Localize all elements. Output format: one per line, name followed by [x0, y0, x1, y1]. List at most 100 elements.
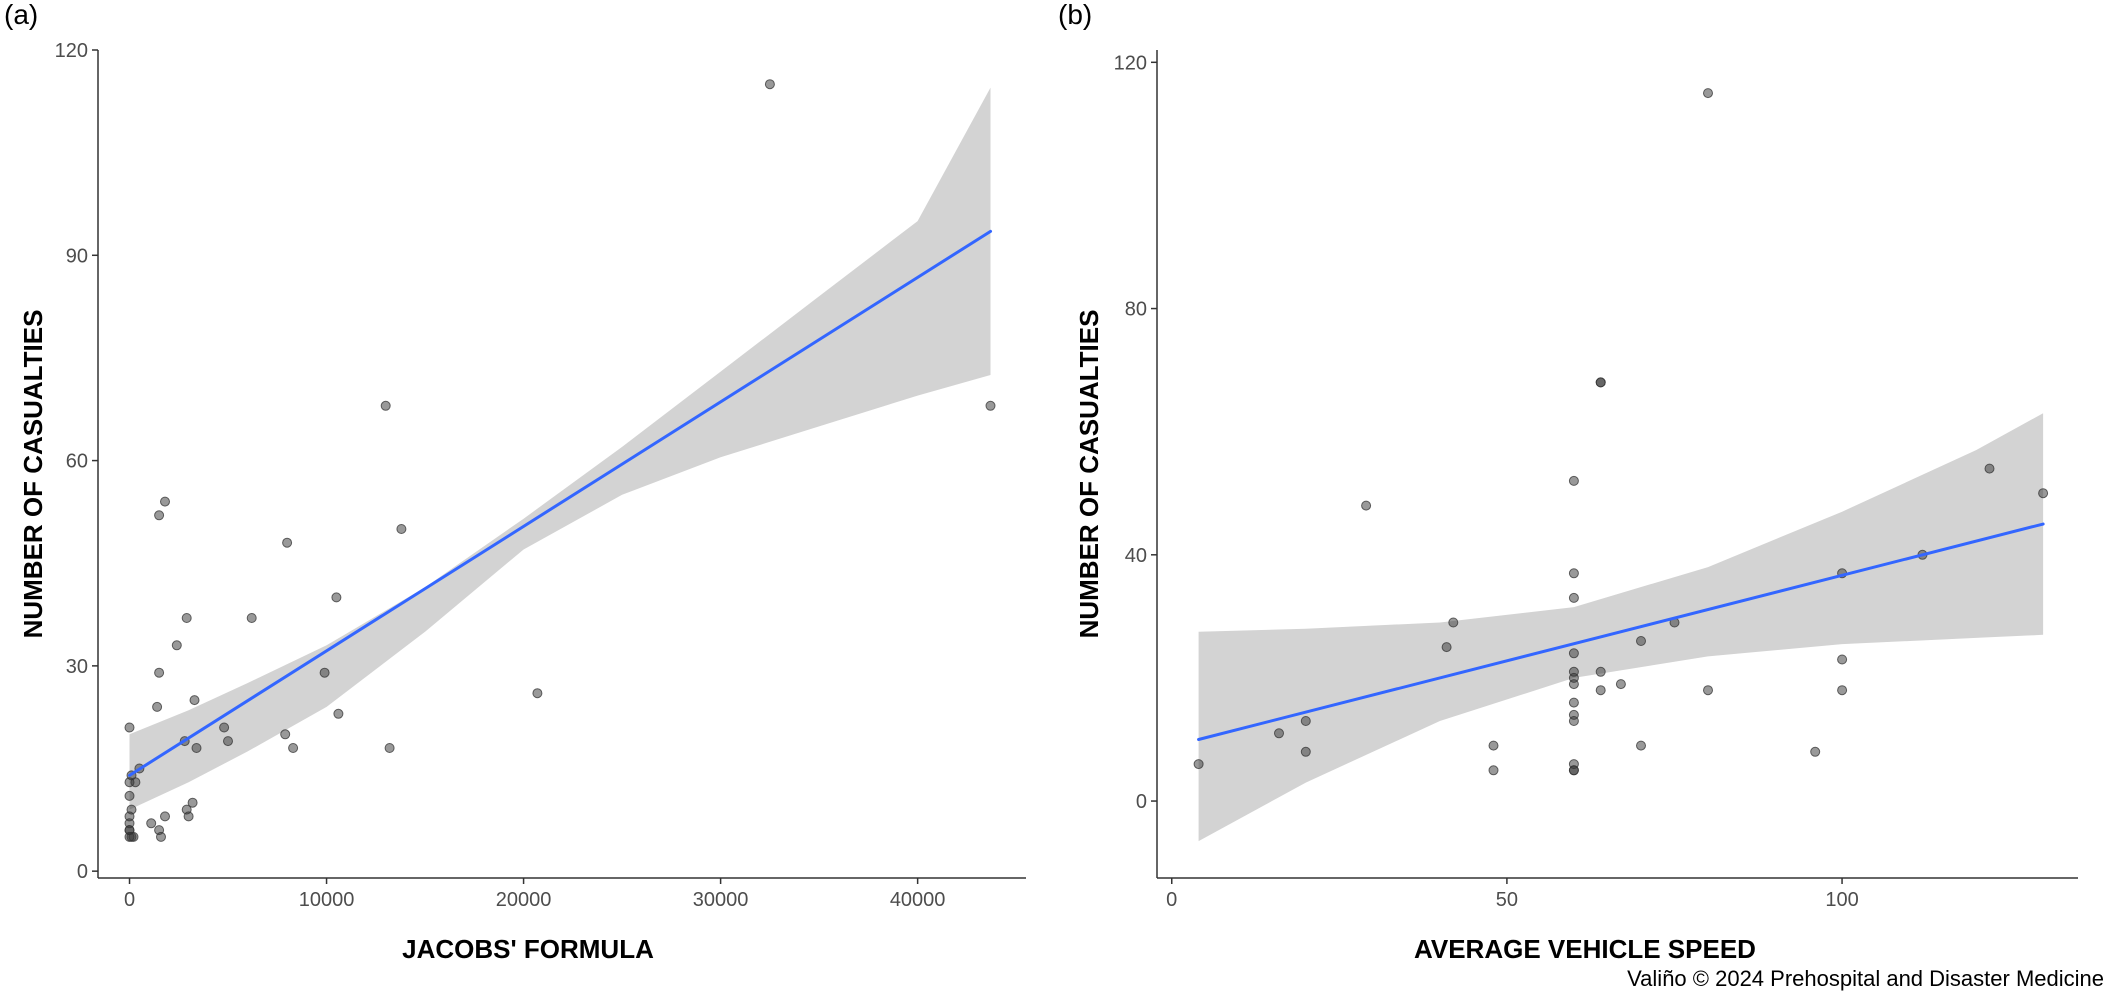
x-axis-title: JACOBS' FORMULA — [402, 934, 654, 964]
data-point — [532, 688, 543, 699]
data-point — [282, 537, 293, 548]
x-tick-label: 40000 — [890, 889, 946, 911]
data-point — [1636, 740, 1646, 751]
panel-a-label: (a) — [4, 0, 38, 30]
x-axis-title: AVERAGE VEHICLE SPEED — [1414, 934, 1756, 964]
data-point — [171, 640, 182, 651]
data-point — [1568, 475, 1579, 486]
y-tick-label: 80 — [1125, 299, 1147, 321]
y-tick-label: 0 — [77, 861, 88, 883]
data-point — [219, 722, 230, 733]
x-tick-label: 20000 — [496, 889, 552, 911]
data-point — [1274, 728, 1284, 739]
x-tick-label: 0 — [124, 889, 135, 911]
data-point — [1837, 685, 1848, 696]
data-point — [1448, 617, 1459, 628]
data-point — [246, 613, 257, 623]
fit-line — [128, 229, 993, 777]
x-tick-label: 100 — [1825, 889, 1858, 911]
data-point — [1193, 759, 1204, 770]
y-tick-label: 60 — [66, 451, 88, 473]
data-point — [288, 743, 299, 753]
data-point — [2038, 488, 2049, 499]
data-point — [319, 667, 330, 678]
x-axis-ticks: 0 50 100 — [1166, 878, 1859, 911]
data-point — [1810, 746, 1821, 757]
data-point — [191, 743, 202, 753]
data-point — [126, 831, 137, 842]
data-point — [152, 701, 163, 712]
data-point — [1984, 463, 1995, 474]
copyright-credit: Valiño © 2024 Prehospital and Disaster M… — [1627, 966, 2104, 991]
y-tick-label: 40 — [1125, 545, 1147, 567]
data-point — [1568, 568, 1579, 579]
data-point — [764, 79, 775, 90]
panel-b-label: (b) — [1058, 0, 1092, 30]
regression-line — [128, 229, 993, 777]
y-tick-label: 120 — [1114, 52, 1147, 74]
data-point — [183, 811, 194, 822]
y-axis-title: NUMBER OF CASUALTIES — [18, 310, 48, 639]
confidence-band — [129, 87, 991, 810]
data-point — [1568, 765, 1579, 776]
confidence-band — [1198, 413, 2044, 842]
data-point — [985, 400, 996, 411]
data-point — [280, 729, 291, 740]
data-point — [1488, 765, 1499, 776]
data-point — [223, 736, 233, 747]
data-points — [124, 79, 996, 842]
data-point — [1488, 740, 1499, 751]
data-point — [1595, 666, 1606, 677]
data-point — [1703, 88, 1713, 99]
panel-a-jacobs-formula: (a) 0 30 60 90 120 0 10000 20000 30000 40000 JAC… — [4, 0, 1026, 964]
data-points — [1193, 88, 2049, 776]
panel-b-vehicle-speed: (b) 0 40 80 120 0 50 100 AVERAGE VEHICLE SPEE… — [1058, 0, 2078, 964]
data-point — [1361, 500, 1372, 511]
data-point — [1300, 746, 1311, 757]
data-point — [1595, 377, 1606, 388]
data-point — [1837, 654, 1848, 665]
y-axis-ticks: 0 40 80 120 — [1114, 52, 1157, 813]
data-point — [1636, 636, 1646, 646]
data-point — [181, 613, 192, 623]
data-point — [160, 496, 170, 507]
data-point — [1300, 716, 1311, 726]
axes — [97, 50, 1026, 879]
data-point — [1568, 592, 1579, 603]
confidence-ribbon — [129, 87, 991, 810]
y-axis-title: NUMBER OF CASUALTIES — [1074, 310, 1104, 639]
y-tick-label: 120 — [55, 40, 88, 62]
data-point — [146, 818, 157, 829]
data-point — [154, 510, 165, 521]
regression-line — [1197, 522, 2045, 741]
x-axis-ticks: 0 10000 20000 30000 40000 — [124, 878, 945, 911]
data-point — [333, 708, 344, 719]
data-point — [130, 777, 141, 788]
data-point — [1703, 685, 1713, 696]
data-point — [1568, 697, 1579, 708]
axes — [1156, 50, 2078, 879]
fit-line — [1197, 522, 2045, 741]
y-tick-label: 30 — [66, 656, 88, 678]
data-point — [380, 400, 391, 411]
y-tick-label: 0 — [1136, 791, 1147, 813]
data-point — [331, 592, 342, 603]
confidence-ribbon — [1198, 413, 2044, 842]
data-point — [156, 831, 166, 842]
x-tick-label: 10000 — [299, 889, 355, 911]
x-tick-label: 30000 — [693, 889, 749, 911]
data-point — [384, 743, 395, 753]
data-point — [1568, 716, 1579, 726]
data-point — [124, 722, 135, 733]
data-point — [160, 811, 170, 822]
data-point — [124, 790, 135, 801]
x-tick-label: 50 — [1496, 889, 1518, 911]
x-tick-label: 0 — [1166, 889, 1177, 911]
data-point — [1568, 648, 1579, 659]
data-point — [396, 524, 407, 534]
data-point — [1615, 679, 1626, 690]
y-tick-label: 90 — [66, 245, 88, 267]
data-point — [187, 797, 198, 808]
data-point — [154, 667, 165, 678]
